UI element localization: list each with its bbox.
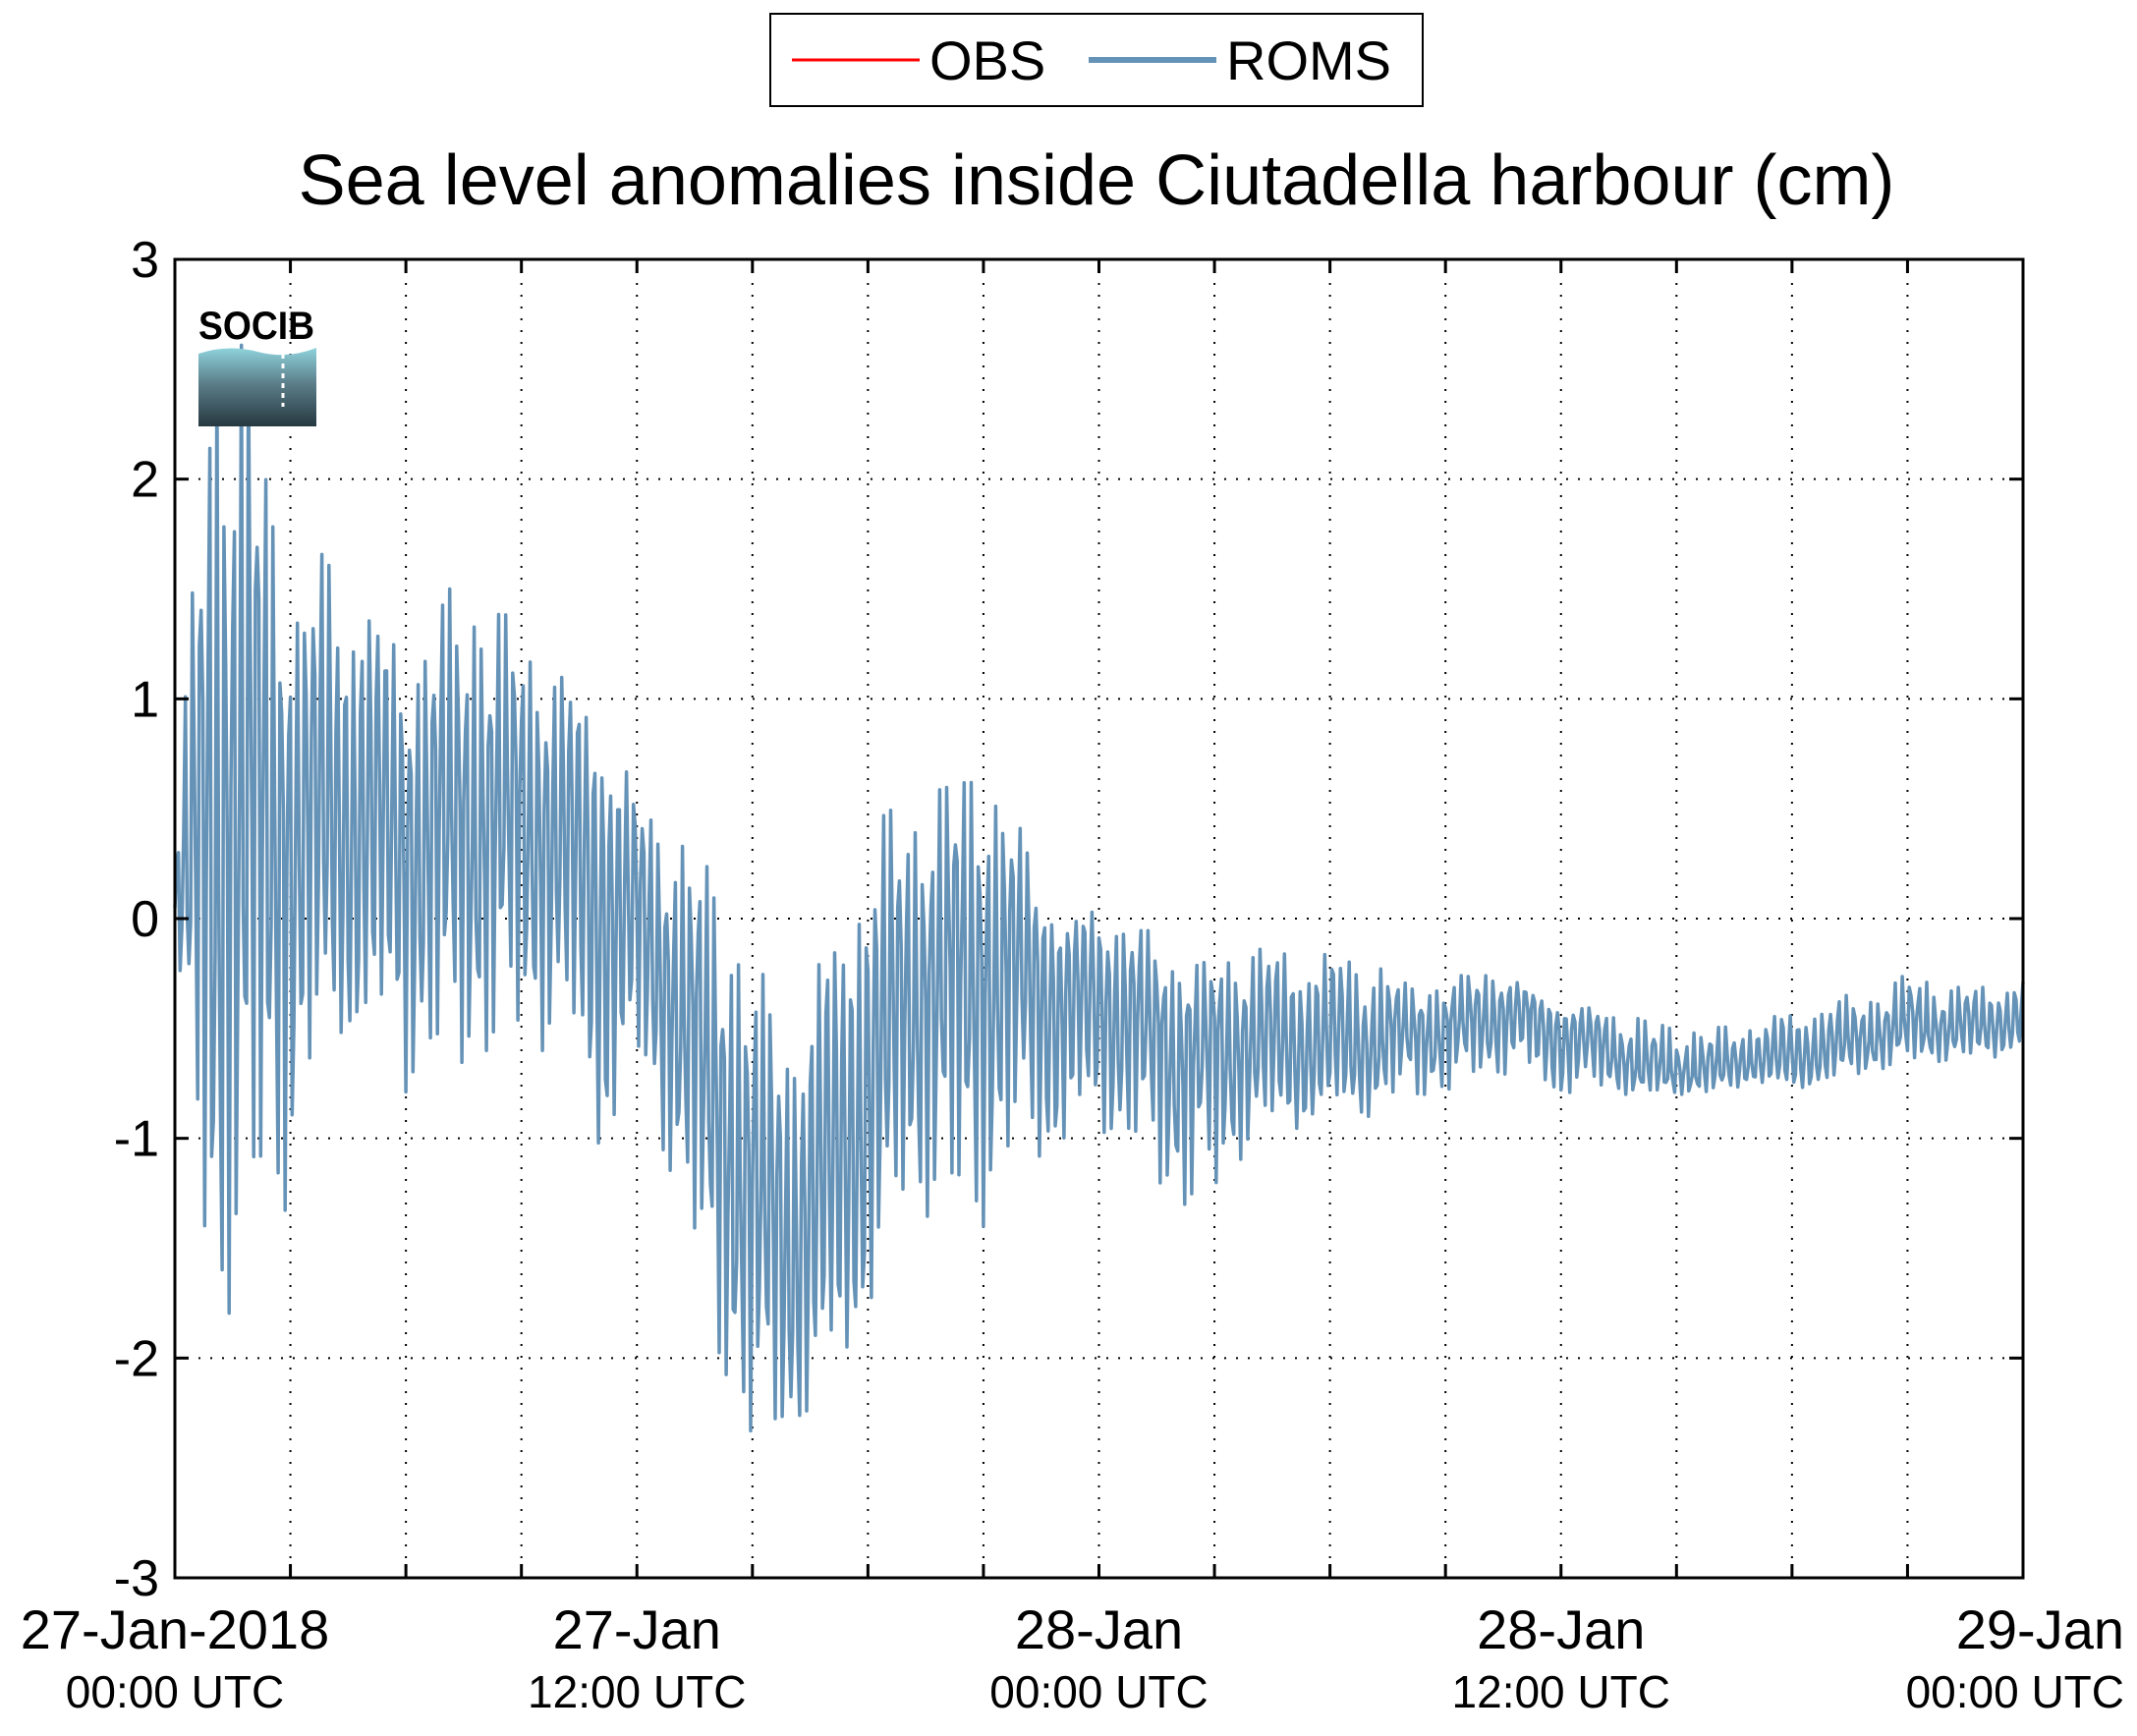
logo-text: SOCIB [198, 305, 314, 348]
x-tick-date-label: 27-Jan [553, 1598, 721, 1660]
legend-label-obs: OBS [929, 29, 1045, 91]
x-axis: 27-Jan-2018 00:00 UTC 27-Jan 12:00 UTC 28-Ja… [21, 259, 2124, 1717]
x-tick-time-label: 12:00 UTC [528, 1666, 746, 1717]
y-tick-label: 2 [131, 452, 159, 509]
y-tick-label: -1 [114, 1111, 159, 1168]
x-tick-time-label: 12:00 UTC [1452, 1666, 1670, 1717]
series-line-roms [173, 343, 2025, 1433]
logo-wave-icon [198, 348, 316, 426]
x-tick-date-label: 29-Jan [1956, 1598, 2124, 1660]
series-layer [173, 343, 2025, 1433]
x-tick-date-label: 27-Jan-2018 [21, 1598, 329, 1660]
y-axis: 3 2 1 0 -1 -2 -3 [114, 232, 2023, 1607]
x-tick-time-label: 00:00 UTC [66, 1666, 284, 1717]
y-tick-label: -3 [114, 1550, 159, 1607]
socib-logo: SOCIB [198, 305, 316, 426]
x-tick-date-label: 28-Jan [1477, 1598, 1645, 1660]
y-tick-label: 0 [131, 891, 159, 948]
y-tick-label: 1 [131, 671, 159, 728]
x-tick-date-label: 28-Jan [1015, 1598, 1183, 1660]
legend: OBS ROMS [769, 13, 1424, 107]
x-tick-time-label: 00:00 UTC [989, 1666, 1208, 1717]
y-tick-label: 3 [131, 232, 159, 289]
legend-label-roms: ROMS [1226, 29, 1391, 91]
x-tick-time-label: 00:00 UTC [1906, 1666, 2124, 1717]
y-tick-label: -2 [114, 1330, 159, 1387]
chart-title: Sea level anomalies inside Ciutadella ha… [299, 141, 1895, 220]
